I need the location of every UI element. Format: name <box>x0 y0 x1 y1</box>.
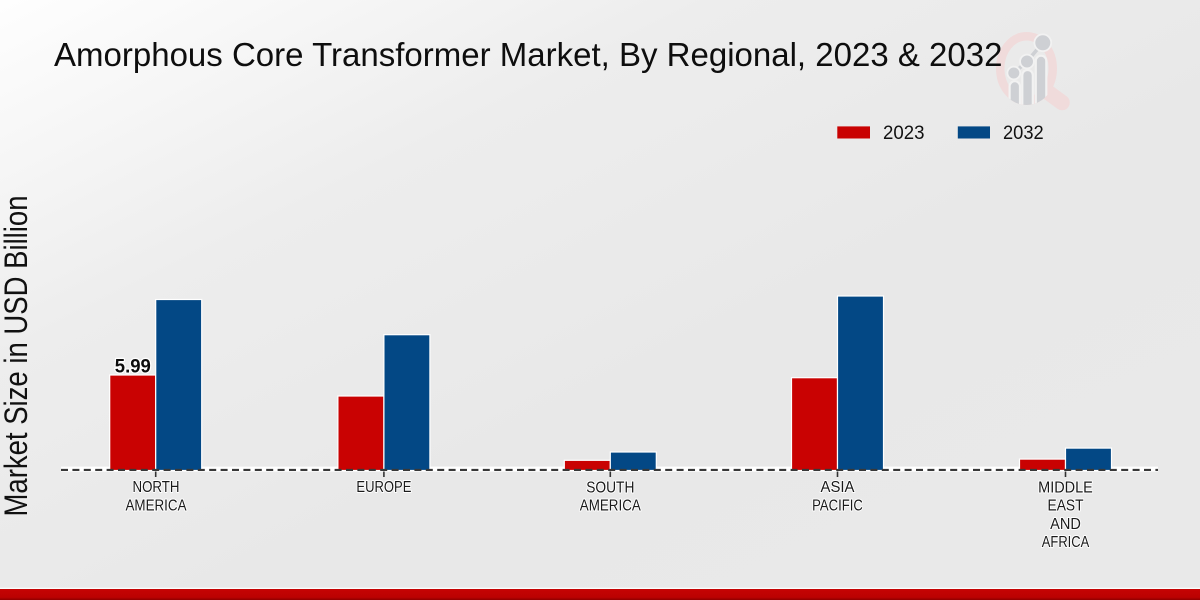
svg-text:Market Size in USD Billion: Market Size in USD Billion <box>0 196 34 517</box>
svg-text:NORTH: NORTH <box>133 479 180 496</box>
svg-text:AFRICA: AFRICA <box>1042 534 1090 551</box>
svg-text:MIDDLE: MIDDLE <box>1038 479 1093 496</box>
svg-text:AMERICA: AMERICA <box>126 497 187 514</box>
svg-text:Amorphous Core Transformer Mar: Amorphous Core Transformer Market, By Re… <box>54 36 1003 73</box>
svg-text:2023: 2023 <box>883 123 925 144</box>
svg-text:SOUTH: SOUTH <box>586 479 634 496</box>
svg-text:PACIFIC: PACIFIC <box>812 497 863 514</box>
svg-text:5.99: 5.99 <box>115 355 151 377</box>
svg-text:EUROPE: EUROPE <box>356 479 411 496</box>
svg-text:EAST: EAST <box>1048 498 1084 515</box>
svg-text:2032: 2032 <box>1003 123 1044 144</box>
svg-text:ASIA: ASIA <box>821 479 855 496</box>
svg-text:AMERICA: AMERICA <box>580 498 641 515</box>
svg-text:AND: AND <box>1050 516 1081 533</box>
